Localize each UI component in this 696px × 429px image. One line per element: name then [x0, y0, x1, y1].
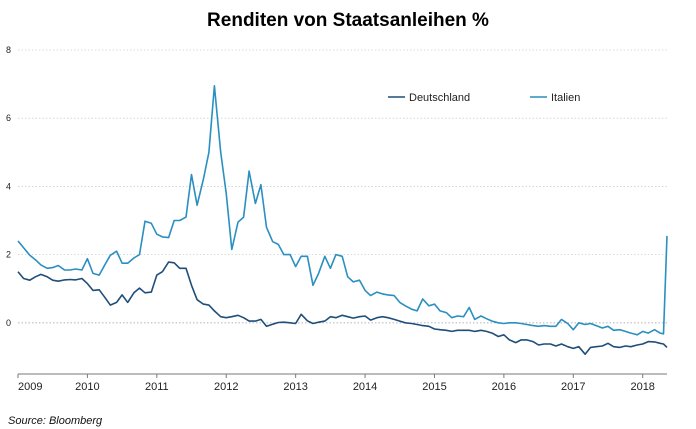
x-tick-label: 2018: [630, 381, 654, 393]
x-axis-ticks: 2009 2010 2011 2012 2013 2014 2015 2016 2017 2018: [17, 374, 655, 393]
y-tick-label: 4: [6, 181, 11, 191]
x-tick-label: 2009: [18, 381, 42, 393]
x-tick-label: 2014: [353, 381, 377, 393]
x-tick-label: 2013: [283, 381, 307, 393]
y-tick-label: 0: [6, 318, 11, 328]
x-tick-label: 2017: [561, 381, 585, 393]
y-tick-label: 2: [6, 250, 11, 260]
y-tick-label: 8: [6, 45, 11, 55]
x-tick-label: 2010: [75, 381, 99, 393]
gridlines: [18, 49, 667, 324]
x-tick-label: 2011: [145, 381, 169, 393]
source-note: Source: Bloomberg: [8, 415, 103, 427]
y-tick-label: 6: [6, 113, 11, 123]
legend-label-italien: Italien: [551, 92, 580, 104]
x-tick-label: 2016: [492, 381, 516, 393]
series-line-deutschland: [17, 261, 668, 355]
legend: Deutschland Italien: [388, 92, 580, 104]
x-tick-label: 2012: [214, 381, 238, 393]
series-lines: [17, 85, 668, 355]
y-axis-ticks: 8 6 4 2 0: [6, 45, 11, 328]
legend-label-deutschland: Deutschland: [409, 92, 470, 104]
x-tick-label: 2015: [422, 381, 446, 393]
chart-title: Renditen von Staatsanleihen %: [207, 10, 489, 31]
series-line-italien: [17, 85, 668, 336]
